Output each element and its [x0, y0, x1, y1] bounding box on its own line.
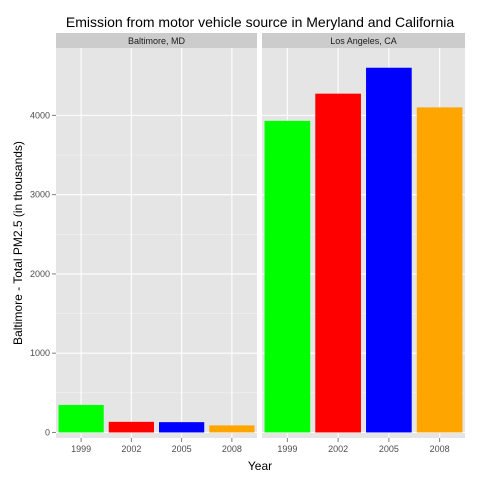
y-axis: 0 1000 2000 3000 4000 [30, 110, 56, 437]
facet-panel: Los Angeles, CA 1999 2002 2005 2008 [262, 33, 465, 454]
y-tick-label: 1000 [30, 348, 50, 358]
x-tick-label: 2005 [379, 444, 399, 454]
bar-2002 [315, 93, 361, 433]
facet-strip [262, 33, 465, 48]
facet-strip [56, 33, 257, 48]
y-tick-label: 4000 [30, 110, 50, 120]
panel-background [56, 48, 257, 438]
bar-2005 [366, 67, 412, 433]
facet-strip-label: Los Angeles, CA [330, 36, 397, 46]
bar-2008 [209, 425, 255, 433]
facet-panel: Baltimore, MD 1999 2002 2005 2008 [56, 33, 257, 454]
x-tick-label: 2008 [222, 444, 242, 454]
x-tick-label: 2005 [172, 444, 192, 454]
chart-title: Emission from motor vehicle source in Me… [66, 14, 454, 30]
facet-strip-label: Baltimore, MD [128, 36, 186, 46]
bar-1999 [58, 404, 104, 433]
bar-1999 [264, 120, 311, 433]
y-tick-label: 3000 [30, 190, 50, 200]
x-tick-label: 2002 [328, 444, 348, 454]
x-tick-label: 1999 [71, 444, 91, 454]
x-tick-label: 2002 [121, 444, 141, 454]
y-tick-label: 0 [45, 427, 50, 437]
bar-2002 [108, 421, 154, 433]
x-tick-label: 2008 [430, 444, 450, 454]
x-axis-title: Year [248, 459, 272, 473]
x-tick-label: 1999 [277, 444, 297, 454]
y-axis-title: Baltimore - Total PM2.5 (in thousands) [11, 141, 25, 345]
bar-2005 [159, 422, 205, 433]
y-tick-label: 2000 [30, 269, 50, 279]
bar-2008 [416, 107, 463, 433]
